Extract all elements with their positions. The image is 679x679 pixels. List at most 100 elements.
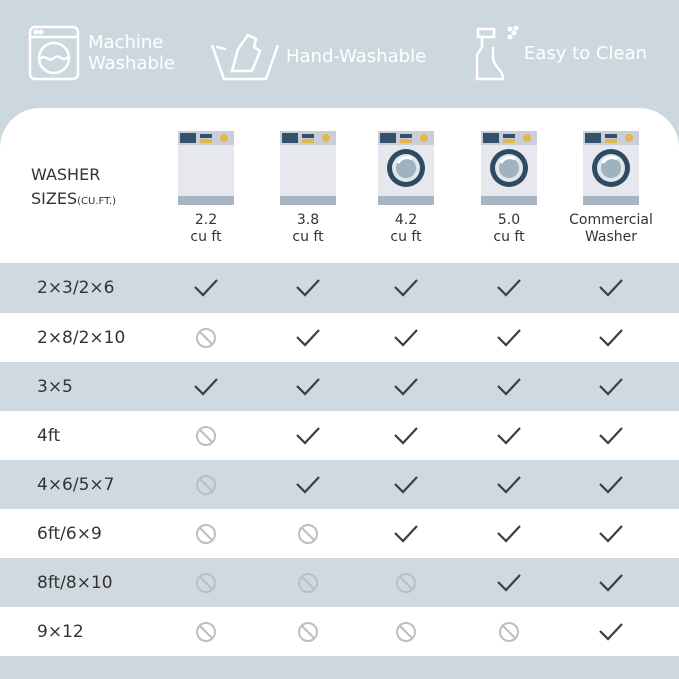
size-label: 9×12 — [37, 621, 84, 642]
check-icon — [599, 329, 623, 347]
check-icon — [599, 378, 623, 396]
fit-cell — [288, 519, 328, 549]
table-row: 9×12 — [0, 607, 679, 656]
check-icon — [599, 525, 623, 543]
washing-machine-icon — [28, 25, 80, 81]
column-label: 4.2 — [394, 212, 418, 228]
size-label: 2×8/2×10 — [37, 327, 126, 348]
column-header: 4.2 cu ft — [356, 130, 456, 246]
check-icon — [394, 329, 418, 347]
not-allowed-icon — [499, 622, 519, 642]
fit-cell — [489, 421, 529, 451]
feature-label: Easy to Clean — [524, 42, 648, 64]
not-allowed-icon — [196, 622, 216, 642]
check-icon — [497, 476, 521, 494]
hand-wash-icon — [210, 33, 280, 81]
fit-cell — [186, 519, 226, 549]
check-icon — [599, 476, 623, 494]
table-row: 8ft/8×10 — [0, 558, 679, 607]
check-icon — [296, 378, 320, 396]
washer-sizes-header: WASHER SIZES(CU.FT.) — [31, 163, 116, 214]
fit-cell — [186, 617, 226, 647]
check-icon — [599, 427, 623, 445]
front-load-washer-icon — [481, 131, 537, 205]
header-unit: (CU.FT.) — [77, 196, 117, 207]
column-header: 2.2 cu ft — [156, 130, 256, 246]
fit-cell — [186, 372, 226, 402]
fit-cell — [288, 273, 328, 303]
fit-cell — [591, 519, 631, 549]
not-allowed-icon — [196, 475, 216, 495]
size-label: 4ft — [37, 425, 61, 446]
column-label: Commercial — [569, 212, 653, 228]
feature-label: Hand-Washable — [286, 45, 427, 67]
check-icon — [394, 525, 418, 543]
not-allowed-icon — [396, 573, 416, 593]
check-icon — [296, 329, 320, 347]
not-allowed-icon — [396, 622, 416, 642]
not-allowed-icon — [196, 328, 216, 348]
front-load-washer-icon — [378, 131, 434, 205]
fit-cell — [386, 519, 426, 549]
size-label: 8ft/8×10 — [37, 572, 113, 593]
feature-label: Washable — [88, 53, 175, 74]
check-icon — [497, 329, 521, 347]
fit-cell — [386, 421, 426, 451]
fit-cell — [186, 323, 226, 353]
check-icon — [599, 574, 623, 592]
check-icon — [296, 279, 320, 297]
washer-icon — [280, 131, 336, 205]
column-label: cu ft — [390, 229, 422, 245]
not-allowed-icon — [298, 524, 318, 544]
feature-label: Machine — [88, 32, 164, 53]
column-header: 5.0 cu ft — [459, 130, 559, 246]
not-allowed-icon — [196, 573, 216, 593]
fit-cell — [591, 568, 631, 598]
check-icon — [497, 525, 521, 543]
column-label: 5.0 — [497, 212, 521, 228]
column-label: 3.8 — [296, 212, 320, 228]
check-icon — [497, 427, 521, 445]
washer-icon — [178, 131, 234, 205]
fit-cell — [288, 470, 328, 500]
column-label: cu ft — [292, 229, 324, 245]
column-header: Commercial Washer — [561, 130, 661, 246]
feature-hand-washable: Hand-Washable — [210, 31, 426, 81]
fit-cell — [186, 470, 226, 500]
size-label: 4×6/5×7 — [37, 474, 115, 495]
fit-cell — [591, 372, 631, 402]
fit-cell — [489, 323, 529, 353]
check-icon — [599, 623, 623, 641]
fit-cell — [288, 568, 328, 598]
size-label: 2×3/2×6 — [37, 277, 115, 298]
fit-cell — [489, 372, 529, 402]
header-line: SIZES — [31, 189, 78, 208]
fit-cell — [591, 323, 631, 353]
header-line: WASHER — [31, 165, 101, 184]
check-icon — [296, 476, 320, 494]
fit-cell — [591, 273, 631, 303]
table-row: 2×3/2×6 — [0, 263, 679, 312]
fit-cell — [186, 421, 226, 451]
not-allowed-icon — [298, 622, 318, 642]
size-label: 3×5 — [37, 376, 73, 397]
check-icon — [394, 279, 418, 297]
check-icon — [497, 279, 521, 297]
size-chart-panel — [0, 108, 679, 268]
fit-cell — [386, 617, 426, 647]
not-allowed-icon — [196, 426, 216, 446]
fit-cell — [288, 323, 328, 353]
column-header: 3.8 cu ft — [258, 130, 358, 246]
fit-cell — [591, 617, 631, 647]
column-label: cu ft — [190, 229, 222, 245]
feature-easy-to-clean: Easy to Clean — [474, 25, 647, 81]
fit-cell — [489, 617, 529, 647]
fit-cell — [489, 519, 529, 549]
fit-cell — [288, 617, 328, 647]
fit-cell — [591, 421, 631, 451]
check-icon — [497, 378, 521, 396]
fit-cell — [386, 323, 426, 353]
column-label: 2.2 — [194, 212, 218, 228]
fit-cell — [489, 470, 529, 500]
check-icon — [296, 427, 320, 445]
